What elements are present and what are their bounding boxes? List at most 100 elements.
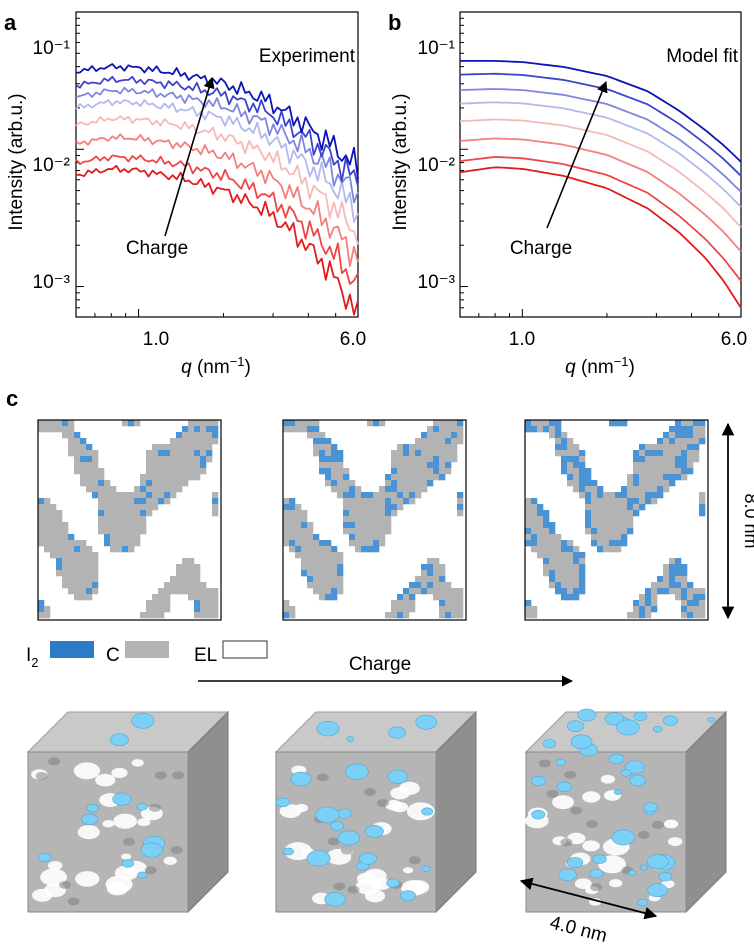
carbon-pixel xyxy=(573,582,580,589)
carbon-pixel xyxy=(146,612,153,619)
carbon-pixel xyxy=(68,582,75,589)
carbon-pixel xyxy=(555,570,562,577)
carbon-pixel xyxy=(313,588,320,595)
carbon-pixel xyxy=(56,528,63,535)
carbon-pixel xyxy=(525,522,532,529)
carbon-pixel xyxy=(176,456,183,463)
carbon-pixel xyxy=(128,492,135,499)
carbon-pixel xyxy=(128,534,135,541)
carbon-pixel xyxy=(116,528,123,535)
carbon-pixel xyxy=(307,582,314,589)
carbon-pixel xyxy=(681,576,688,583)
carbon-pixel xyxy=(194,564,201,571)
iodine-pixel xyxy=(675,582,682,589)
carbon-pixel xyxy=(116,546,123,553)
iodine-pixel xyxy=(104,540,111,547)
iodine-pixel xyxy=(561,438,568,445)
carbon-pixel xyxy=(158,480,165,487)
carbon-pixel xyxy=(391,474,398,481)
iodine-pixel xyxy=(92,582,99,589)
carbon-pixel xyxy=(567,564,574,571)
carbon-pixel xyxy=(62,552,69,559)
carbon-pixel xyxy=(663,564,670,571)
carbon-pixel xyxy=(531,612,538,619)
iodine-pixel xyxy=(194,426,201,433)
carbon-pixel xyxy=(134,528,141,535)
carbon-pixel xyxy=(385,528,392,535)
iodine-pixel xyxy=(427,570,434,577)
carbon-pixel xyxy=(573,576,580,583)
iodine-pixel xyxy=(176,432,183,439)
iodine-pixel xyxy=(657,576,664,583)
carbon-pixel xyxy=(128,510,135,517)
carbon-pixel xyxy=(134,420,141,427)
iodine-pixel xyxy=(319,540,326,547)
iodine-pixel xyxy=(693,594,700,601)
carbon-pixel xyxy=(457,612,464,619)
y-tick-labels-a: 10⁻¹ 10⁻² 10⁻³ xyxy=(33,38,71,293)
iodine-blob xyxy=(109,733,129,747)
carbon-pixel xyxy=(44,504,51,511)
carbon-pixel xyxy=(200,432,207,439)
iodine-pixel xyxy=(361,546,368,553)
iodine-pixel xyxy=(549,570,556,577)
iodine-blob xyxy=(611,829,635,846)
iodine-pixel xyxy=(397,612,404,619)
carbon-pixel xyxy=(152,456,159,463)
carbon-pixel xyxy=(170,492,177,499)
carbon-pixel xyxy=(44,426,51,433)
carbon-pixel xyxy=(409,468,416,475)
iodine-pixel xyxy=(140,486,147,493)
carbon-pixel xyxy=(50,426,57,433)
iodine-pixel xyxy=(669,480,676,487)
carbon-pixel xyxy=(657,582,664,589)
carbon-pixel xyxy=(80,444,87,451)
iodine-pixel xyxy=(681,606,688,613)
y-tick-label-a-3: 10⁻³ xyxy=(33,272,71,293)
carbon-pixel xyxy=(44,510,51,517)
iodine-pixel xyxy=(585,492,592,499)
carbon-pixel xyxy=(561,552,568,559)
carbon-pixel xyxy=(561,564,568,571)
carbon-pixel xyxy=(621,504,628,511)
carbon-pixel xyxy=(543,570,550,577)
carbon-pixel xyxy=(543,546,550,553)
iodine-blob xyxy=(415,715,438,730)
carbon-pixel xyxy=(409,498,416,505)
carbon-pixel xyxy=(176,480,183,487)
carbon-pixel xyxy=(561,570,568,577)
carbon-pixel xyxy=(367,540,374,547)
carbon-pixel xyxy=(567,468,574,475)
carbon-pixel xyxy=(567,444,574,451)
carbon-pixel xyxy=(549,552,556,559)
shadow xyxy=(408,856,421,865)
iodine-pixel xyxy=(633,450,640,457)
carbon-pixel xyxy=(319,564,326,571)
carbon-pixel xyxy=(391,510,398,517)
iodine-pixel xyxy=(62,420,69,427)
iodine-pixel xyxy=(669,474,676,481)
carbon-pixel xyxy=(194,462,201,469)
iodine-pixel xyxy=(212,426,219,433)
iodine-pixel xyxy=(687,582,694,589)
carbon-pixel xyxy=(567,588,574,595)
iodine-pixel xyxy=(627,504,634,511)
carbon-pixel xyxy=(92,468,99,475)
carbon-pixel xyxy=(633,504,640,511)
pore xyxy=(131,759,144,767)
iodine-pixel xyxy=(391,504,398,511)
iodine-pixel xyxy=(104,534,111,541)
carbon-pixel xyxy=(301,426,308,433)
carbon-pixel xyxy=(80,552,87,559)
iodine-pixel xyxy=(639,444,646,451)
iodine-pixel xyxy=(301,570,308,577)
carbon-pixel xyxy=(182,570,189,577)
legend-label-electrolyte: EL xyxy=(194,645,217,666)
iodine-pixel xyxy=(567,594,574,601)
iodine-pixel xyxy=(283,504,290,511)
series-line xyxy=(75,154,359,285)
iodine-blob xyxy=(637,898,649,907)
carbon-pixel xyxy=(86,570,93,577)
carbon-pixel xyxy=(86,468,93,475)
map-frame xyxy=(524,419,709,621)
